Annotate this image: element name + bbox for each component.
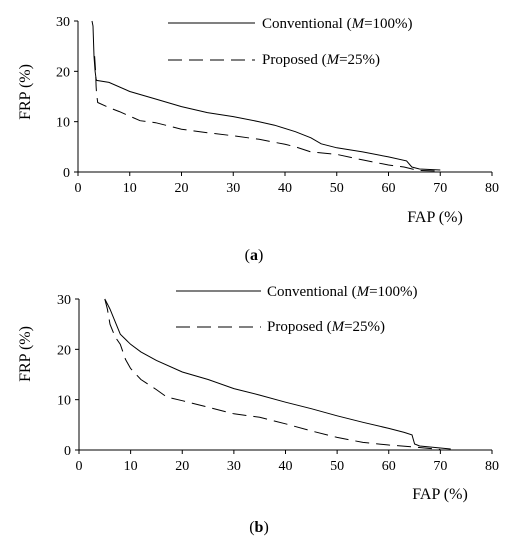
legend: Conventional (M=100%) Proposed (M=25%) — [176, 284, 418, 335]
series-line-conventional — [104, 298, 451, 450]
x-tick-label: 50 — [330, 459, 344, 474]
x-tick-label: 20 — [175, 459, 189, 474]
y-tick-layer: 0 10 20 30 — [56, 15, 78, 181]
y-tick-label: 30 — [57, 293, 71, 308]
y-axis-label: FRP (%) — [17, 64, 34, 120]
x-tick-label: 0 — [76, 459, 83, 474]
legend-label-proposed: Proposed (M=25%) — [267, 319, 385, 335]
x-tick-label: 10 — [124, 459, 138, 474]
series-line-conventional — [91, 20, 441, 171]
x-axis-label: FAP (%) — [412, 486, 468, 503]
y-axis-label: FRP (%) — [17, 326, 34, 382]
y-tick-label: 10 — [57, 394, 71, 409]
x-tick-label: 80 — [485, 459, 499, 474]
x-tick-label: 30 — [226, 181, 240, 196]
legend-label-proposed: Proposed (M=25%) — [262, 52, 380, 68]
legend-label-conventional: Conventional (M=100%) — [262, 16, 413, 32]
y-tick-label: 30 — [56, 15, 70, 30]
x-tick-label: 60 — [382, 459, 396, 474]
x-tick-label: 70 — [433, 181, 447, 196]
series-line-proposed — [94, 56, 441, 172]
y-tick-label: 20 — [57, 343, 71, 358]
x-tick-layer: 0 10 20 30 40 50 60 70 80 — [76, 450, 499, 474]
x-tick-label: 10 — [123, 181, 137, 196]
x-tick-layer: 0 10 20 30 40 50 60 70 80 — [75, 172, 499, 196]
y-tick-label: 20 — [56, 65, 70, 80]
x-tick-label: 0 — [75, 181, 82, 196]
x-tick-label: 20 — [175, 181, 189, 196]
x-tick-label: 80 — [485, 181, 499, 196]
x-tick-label: 30 — [227, 459, 241, 474]
x-tick-label: 50 — [330, 181, 344, 196]
x-tick-label: 70 — [433, 459, 447, 474]
series-layer — [104, 298, 451, 450]
panel-caption: (a) — [245, 247, 264, 264]
y-tick-layer: 0 10 20 30 — [57, 293, 79, 459]
x-tick-label: 60 — [382, 181, 396, 196]
y-tick-label: 10 — [56, 116, 70, 131]
legend-label-conventional: Conventional (M=100%) — [267, 284, 418, 300]
series-line-proposed — [104, 298, 441, 450]
x-axis-label: FAP (%) — [407, 209, 463, 226]
panel-caption-letter: a — [250, 247, 258, 264]
x-tick-label: 40 — [278, 181, 292, 196]
y-tick-label: 0 — [63, 166, 70, 181]
panel-caption: (b) — [249, 519, 269, 536]
x-tick-label: 40 — [279, 459, 293, 474]
chart-panel-b: 0 10 20 30 40 50 60 70 80 0 10 20 30 FRP (%) FAP (%… — [17, 284, 499, 536]
chart-panel-a: 0 10 20 30 40 50 60 70 80 0 10 20 30 FRP (%) FAP (%… — [17, 15, 499, 264]
legend: Conventional (M=100%) Proposed (M=25%) — [168, 16, 413, 68]
y-tick-label: 0 — [64, 444, 71, 459]
series-layer — [91, 20, 441, 172]
panel-caption-letter: b — [255, 519, 264, 536]
